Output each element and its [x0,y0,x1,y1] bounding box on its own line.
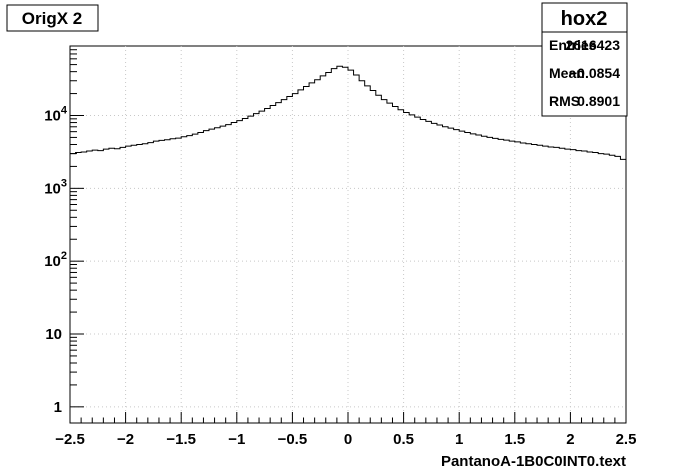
x-tick-label: 0 [344,431,352,448]
stats-box: hox2 Entries 2616423 Mean −0.0854 RMS 0.… [541,2,628,117]
x-tick-labels: −2.5 −2 −1.5 −1 −0.5 0 0.5 1 1.5 2 2.5 [55,431,636,448]
stats-entries-label: Entries [549,37,597,53]
x-axis-title: PantanoA-1B0C0INT0.text [441,453,626,470]
x-tick-label: 1.5 [504,431,525,448]
stats-mean-value: −0.0854 [569,65,620,81]
x-tick-label: −2 [117,431,134,448]
chart-title: OrigX 2 [22,9,82,28]
y-tick-label: 102 [44,250,67,270]
chart-title-box: OrigX 2 [6,4,99,32]
x-tick-label: −2.5 [55,431,85,448]
stats-title: hox2 [561,8,608,30]
grid-lines [70,46,626,423]
x-tick-label: 2 [566,431,574,448]
y-tick-label: 10 [45,326,62,343]
y-tick-label: 104 [44,105,68,125]
x-tick-label: 2.5 [616,431,637,448]
x-tick-label: −0.5 [278,431,308,448]
y-tick-label: 103 [44,177,67,197]
x-tick-label: 1 [455,431,463,448]
stats-rms-value: 0.8901 [577,93,620,109]
stats-mean-label: Mean [549,65,585,81]
x-tick-label: 0.5 [393,431,414,448]
y-tick-label: 1 [54,399,62,416]
stats-rms-label: RMS [549,93,580,109]
y-tick-labels: 1 10 102 103 104 [44,105,68,416]
stats-entries-value: 2616423 [565,37,620,53]
x-tick-label: −1.5 [166,431,196,448]
axis-ticks [69,45,627,423]
x-tick-label: −1 [228,431,245,448]
histogram-series-line [70,65,626,160]
